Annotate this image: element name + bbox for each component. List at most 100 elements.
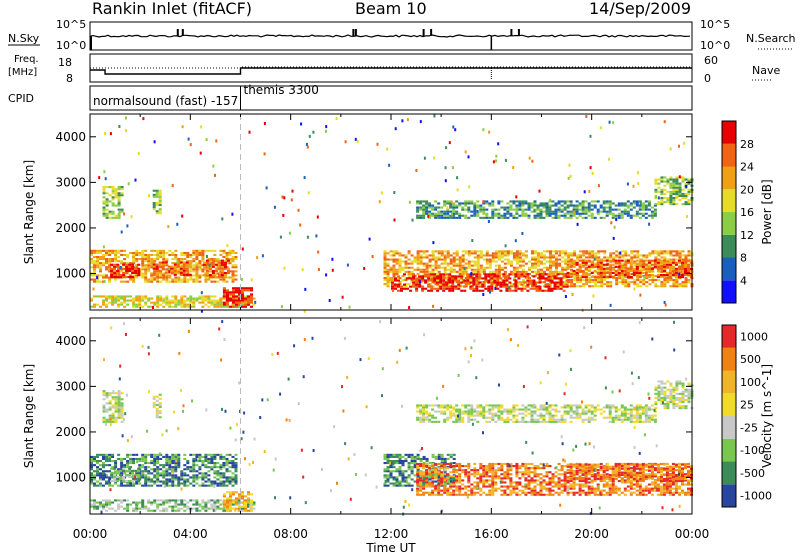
data-cell: [663, 184, 667, 187]
data-cell: [150, 509, 154, 512]
data-cell: [238, 509, 241, 512]
data-cell: [114, 192, 118, 195]
data-cell: [123, 301, 127, 304]
data-cell: [120, 499, 124, 502]
data-cell: [543, 266, 546, 269]
data-cell: [422, 465, 426, 468]
data-cell: [155, 416, 159, 419]
data-cell: [439, 287, 443, 290]
data-cell: [556, 287, 560, 290]
data-cell: [614, 214, 618, 217]
data-cell: [129, 457, 133, 460]
data-cell: [131, 276, 135, 279]
data-cell: [443, 214, 447, 217]
data-cell: [479, 206, 483, 209]
data-cell: [90, 262, 93, 265]
data-cell: [454, 279, 458, 282]
data-cell: [641, 271, 645, 274]
data-cell: [550, 275, 554, 278]
data-cell: [183, 503, 187, 506]
data-cell: [138, 464, 142, 467]
data-cell: [174, 474, 178, 477]
data-cell: [120, 482, 124, 485]
data-cell: [288, 231, 291, 235]
data-cell: [102, 470, 105, 473]
data-cell: [198, 472, 202, 475]
data-cell: [165, 251, 169, 254]
data-cell: [117, 412, 121, 415]
data-cell: [567, 252, 571, 255]
data-cell: [567, 258, 571, 261]
data-cell: [654, 256, 658, 259]
data-cell: [96, 474, 99, 477]
data-cell: [129, 295, 133, 298]
data-cell: [476, 264, 480, 267]
data-cell: [597, 274, 601, 277]
data-cell: [478, 275, 482, 278]
data-cell: [494, 252, 498, 255]
data-cell: [445, 281, 449, 284]
data-cell: [226, 503, 229, 506]
data-cell: [180, 258, 184, 261]
data-cell: [99, 453, 102, 456]
data-cell: [132, 297, 136, 300]
data-cell: [401, 480, 405, 483]
data-cell: [105, 460, 108, 463]
data-cell: [179, 265, 183, 268]
data-cell: [401, 279, 405, 282]
data-cell: [550, 281, 554, 284]
data-cell: [117, 470, 121, 473]
data-cell: [499, 281, 503, 284]
data-cell: [551, 212, 555, 215]
data-cell: [581, 210, 585, 213]
data-cell: [609, 283, 613, 286]
data-cell: [425, 469, 429, 472]
data-cell: [451, 285, 455, 288]
data-cell: [156, 457, 160, 460]
data-cell: [147, 478, 151, 481]
data-cell: [663, 176, 667, 179]
data-cell: [213, 505, 217, 508]
data-cell: [431, 481, 435, 484]
data-cell: [434, 464, 438, 467]
data-cell: [213, 503, 217, 506]
data-cell: [528, 156, 531, 160]
data-cell: [222, 499, 226, 502]
data-cell: [158, 212, 162, 215]
data-cell: [177, 462, 181, 465]
data-cell: [609, 303, 612, 307]
data-cell: [538, 275, 542, 278]
data-cell: [494, 214, 498, 217]
data-cell: [135, 249, 139, 252]
data-cell: [156, 301, 160, 304]
data-cell: [534, 250, 537, 253]
data-cell: [398, 268, 402, 271]
data-cell: [117, 402, 121, 405]
data-cell: [452, 453, 456, 456]
data-cell: [144, 249, 148, 252]
data-cell: [469, 281, 473, 284]
data-cell: [458, 256, 462, 259]
data-cell: [210, 468, 214, 471]
data-cell: [608, 212, 612, 215]
data-cell: [515, 260, 519, 263]
data-cell: [410, 484, 414, 487]
data-cell: [401, 462, 405, 465]
data-cell: [231, 472, 235, 475]
data-cell: [201, 501, 205, 504]
data-cell: [476, 256, 480, 259]
data-cell: [431, 268, 435, 271]
data-cell: [442, 283, 446, 286]
data-cell: [207, 484, 211, 487]
data-cell: [222, 474, 226, 477]
data-cell: [460, 277, 464, 280]
data-cell: [579, 281, 583, 284]
data-cell: [210, 499, 214, 502]
data-cell: [433, 281, 437, 284]
data-cell: [427, 214, 430, 218]
data-cell: [433, 277, 437, 280]
data-cell: [162, 258, 166, 261]
data-cell: [654, 182, 658, 185]
data-cell: [563, 214, 567, 217]
data-cell: [592, 294, 595, 298]
